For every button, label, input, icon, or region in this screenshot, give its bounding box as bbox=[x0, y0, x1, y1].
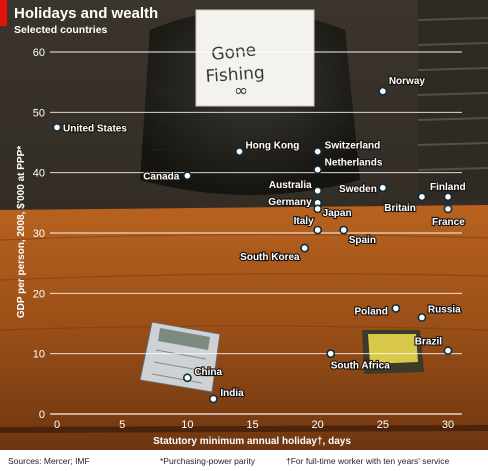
data-point bbox=[313, 165, 323, 175]
chart-subtitle: Selected countries bbox=[14, 24, 108, 36]
sticky-note-pad bbox=[362, 330, 424, 374]
point-labels: United States Canada Hong Kong Switzerland N… bbox=[62, 75, 467, 400]
x-tick-label: 20 bbox=[312, 419, 324, 431]
data-point bbox=[339, 225, 349, 235]
y-tick-label: 10 bbox=[33, 349, 45, 361]
data-point bbox=[300, 243, 310, 253]
footer-note-ppp: *Purchasing-power parity bbox=[160, 456, 256, 466]
data-point bbox=[417, 192, 427, 202]
x-tick-label: 10 bbox=[181, 419, 193, 431]
x-tick-labels: 0 5 10 15 20 25 30 bbox=[54, 419, 454, 431]
calculator bbox=[139, 321, 221, 393]
point-label: Britain bbox=[384, 203, 416, 214]
y-tick-label: 30 bbox=[33, 228, 45, 240]
y-axis-label: GDP per person, 2008, $'000 at PPP* bbox=[16, 146, 27, 318]
data-point bbox=[417, 313, 427, 322]
data-point bbox=[313, 186, 323, 196]
data-point bbox=[443, 346, 453, 356]
point-label: Germany bbox=[268, 197, 312, 208]
data-point bbox=[378, 86, 388, 96]
point-label: Japan bbox=[323, 208, 352, 219]
point-label: Italy bbox=[294, 216, 314, 227]
y-tick-label: 60 bbox=[33, 47, 45, 59]
x-tick-label: 5 bbox=[119, 419, 125, 431]
window-blinds bbox=[417, 0, 488, 200]
y-tick-label: 20 bbox=[33, 288, 45, 300]
data-point bbox=[443, 204, 453, 214]
x-tick-label: 0 bbox=[54, 419, 60, 431]
note-line-3: ∞ bbox=[234, 81, 248, 101]
accent-tab bbox=[0, 0, 7, 26]
data-point bbox=[443, 192, 453, 202]
data-point bbox=[182, 373, 192, 383]
data-point bbox=[235, 147, 244, 156]
data-point bbox=[378, 183, 388, 193]
point-label: Hong Kong bbox=[245, 141, 299, 152]
point-label: Russia bbox=[428, 304, 461, 315]
point-label: Sweden bbox=[339, 184, 377, 195]
point-label: Poland bbox=[355, 306, 388, 317]
data-point bbox=[391, 304, 401, 313]
point-label: Norway bbox=[389, 76, 426, 87]
point-label: Spain bbox=[349, 235, 376, 246]
y-tick-label: 0 bbox=[39, 409, 45, 421]
point-label: United States bbox=[63, 123, 127, 134]
data-points bbox=[52, 86, 453, 404]
data-point bbox=[313, 225, 323, 235]
y-tick-label: 50 bbox=[33, 107, 45, 119]
x-axis-label: Statutory minimum annual holiday†, days bbox=[153, 436, 351, 447]
x-tick-label: 30 bbox=[442, 419, 454, 431]
point-label: Australia bbox=[269, 180, 312, 191]
point-label: Brazil bbox=[415, 337, 442, 348]
point-label: Switzerland bbox=[325, 141, 381, 152]
note-line-1: Gone bbox=[210, 40, 257, 65]
data-point bbox=[313, 147, 323, 156]
point-label: France bbox=[432, 217, 465, 228]
point-label: Netherlands bbox=[325, 158, 383, 169]
note-line-2: Fishing bbox=[205, 63, 265, 87]
point-label: India bbox=[220, 388, 244, 399]
footer-note-holiday: †For full-time worker with ten years' se… bbox=[286, 456, 449, 466]
point-label: Finland bbox=[430, 182, 466, 193]
point-label: South Africa bbox=[331, 361, 391, 372]
y-tick-labels: 0 10 20 30 40 50 60 bbox=[33, 47, 45, 421]
data-point bbox=[182, 171, 192, 181]
footer-sources: Sources: Mercer; IMF bbox=[8, 456, 90, 466]
x-tick-label: 25 bbox=[377, 419, 389, 431]
y-tick-label: 40 bbox=[33, 168, 45, 180]
data-point bbox=[208, 394, 218, 404]
chart-title: Holidays and wealth bbox=[14, 5, 158, 22]
gridlines bbox=[50, 51, 462, 415]
x-tick-label: 15 bbox=[246, 419, 258, 431]
point-label: South Korea bbox=[240, 252, 300, 263]
footer-band bbox=[0, 450, 488, 471]
data-point bbox=[313, 204, 323, 214]
point-label: Canada bbox=[143, 172, 180, 183]
gone-fishing-note: Gone Fishing ∞ bbox=[195, 9, 315, 107]
point-label: China bbox=[194, 367, 222, 378]
data-point bbox=[326, 349, 336, 359]
desk bbox=[0, 205, 488, 450]
data-point bbox=[52, 123, 62, 132]
